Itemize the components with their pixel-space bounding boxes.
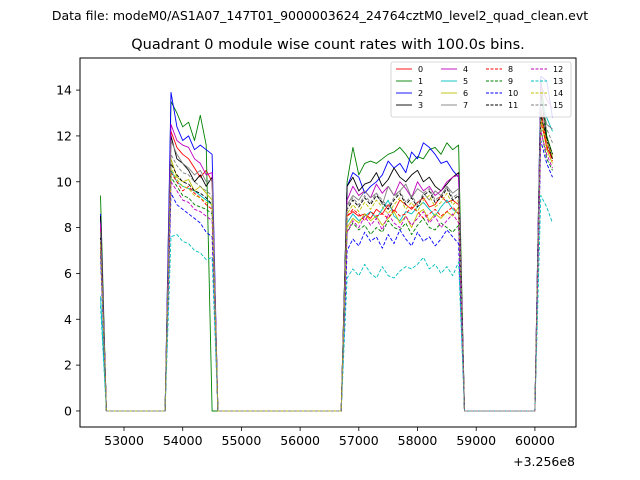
legend-label-5: 5	[463, 77, 468, 86]
legend-label-2: 2	[418, 89, 423, 98]
legend-label-9: 9	[508, 77, 513, 86]
legend-label-6: 6	[463, 89, 468, 98]
x-tick-label: 59000	[456, 433, 496, 448]
legend-label-7: 7	[463, 101, 468, 110]
y-tick-label: 8	[64, 220, 72, 235]
x-tick-label: 60000	[515, 433, 555, 448]
plot-background	[80, 58, 576, 427]
y-tick-label: 10	[56, 174, 72, 189]
y-tick-label: 12	[56, 128, 72, 143]
series-line-11	[100, 114, 553, 412]
chart-title: Quadrant 0 module wise count rates with …	[131, 37, 525, 53]
series-line-14	[100, 119, 553, 412]
series-line-13	[100, 195, 553, 412]
x-tick-label: 56000	[280, 433, 320, 448]
legend-label-8: 8	[508, 65, 513, 74]
x-tick-label: 55000	[222, 433, 262, 448]
series-group	[100, 75, 553, 412]
y-tick-label: 2	[64, 358, 72, 373]
x-tick-label: 57000	[339, 433, 379, 448]
legend-label-15: 15	[553, 101, 563, 110]
legend-label-3: 3	[418, 101, 423, 110]
plot-area	[80, 58, 576, 427]
legend-label-14: 14	[553, 89, 563, 98]
x-axis: 53000 54000 55000 56000 57000 58000 59000 60000	[104, 427, 555, 448]
x-tick-label: 53000	[104, 433, 144, 448]
y-tick-label: 0	[64, 403, 72, 418]
legend-label-0: 0	[418, 65, 423, 74]
series-line-7	[100, 98, 553, 412]
chart-suptitle: Data file: modeM0/AS1A07_147T01_90000036…	[52, 8, 588, 23]
series-line-8	[100, 121, 553, 412]
legend-label-13: 13	[553, 77, 563, 86]
y-tick-label: 4	[64, 312, 72, 327]
legend-label-12: 12	[553, 65, 563, 74]
series-line-0	[100, 107, 553, 412]
legend-label-10: 10	[508, 89, 518, 98]
axes-frame	[79, 57, 577, 428]
series-line-4	[100, 85, 553, 412]
series-line-9	[100, 128, 553, 412]
series-line-15	[100, 110, 553, 412]
legend-label-4: 4	[463, 65, 468, 74]
x-offset-label: +3.256e8	[513, 454, 575, 469]
series-line-6	[100, 117, 553, 412]
series-line-12	[100, 130, 553, 412]
legend-label-1: 1	[418, 77, 423, 86]
series-line-10	[100, 140, 553, 412]
x-tick-label: 58000	[398, 433, 438, 448]
y-tick-label: 6	[64, 266, 72, 281]
legend-frame	[390, 61, 572, 118]
legend-label-11: 11	[508, 101, 518, 110]
x-tick-label: 54000	[163, 433, 203, 448]
y-axis: 0 2 4 6 8 10 12 14	[56, 83, 80, 418]
y-tick-label: 14	[56, 83, 72, 98]
series-line-1	[100, 78, 553, 412]
